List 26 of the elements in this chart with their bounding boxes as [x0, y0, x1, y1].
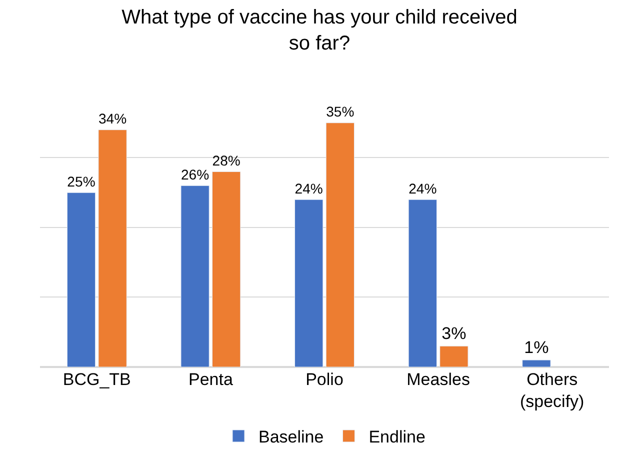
data-label: 28%: [212, 152, 240, 168]
data-label: 26%: [180, 166, 210, 182]
legend-label: Baseline: [258, 428, 324, 447]
x-tick-label: Polio: [306, 370, 344, 389]
data-label: 34%: [98, 110, 127, 127]
chart-title: What type of vaccine has your child received so far?: [122, 6, 518, 54]
data-label: 24%: [408, 180, 437, 196]
legend-label: Endline: [368, 428, 426, 447]
bar: [180, 185, 210, 367]
bar: [212, 171, 241, 367]
bar: [294, 199, 324, 367]
x-tick-label: Others (specify): [520, 370, 584, 412]
bar: [98, 130, 127, 367]
bar: [326, 122, 354, 367]
x-tick-label: Measles: [406, 370, 470, 389]
x-tick-label: BCG_TB: [62, 370, 131, 389]
data-label: 35%: [326, 104, 354, 120]
data-label: 25%: [67, 173, 96, 190]
bar: [408, 199, 437, 367]
data-label: 24%: [294, 180, 323, 196]
bar: [440, 346, 468, 367]
bar: [66, 192, 96, 367]
data-label: 1%: [524, 338, 549, 358]
data-label: 3%: [442, 324, 466, 344]
bar: [522, 360, 551, 367]
x-tick-label: Penta: [188, 370, 234, 389]
